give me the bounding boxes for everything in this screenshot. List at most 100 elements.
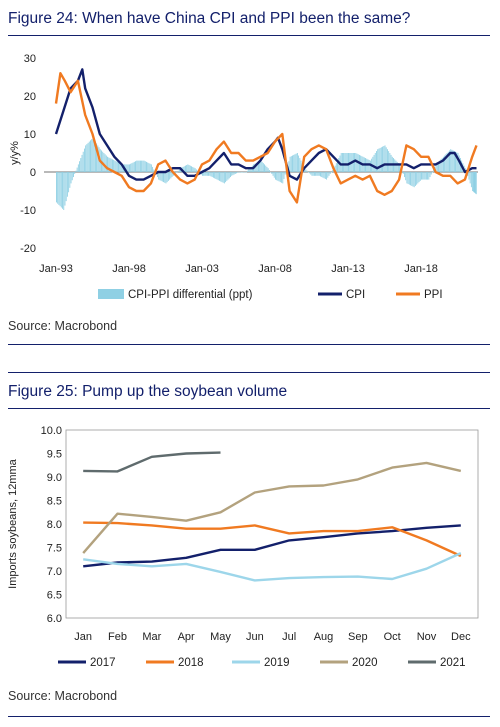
differential-bar — [389, 153, 391, 172]
y-tick-label: 8.0 — [47, 519, 62, 531]
differential-bar — [472, 172, 474, 192]
differential-bar — [404, 172, 405, 178]
differential-bar — [264, 164, 265, 172]
series-line-2019 — [83, 552, 462, 582]
differential-bar — [62, 172, 63, 209]
differential-bar — [304, 168, 306, 172]
figure-25-title: Figure 25: Pump up the soybean volume — [8, 383, 288, 400]
differential-bar — [452, 150, 454, 172]
differential-bar — [276, 172, 278, 181]
differential-bar — [238, 172, 240, 173]
differential-bar — [135, 161, 136, 172]
differential-bar — [331, 172, 332, 173]
differential-bar — [449, 150, 450, 172]
differential-bar — [318, 172, 320, 176]
differential-bar — [270, 172, 272, 173]
differential-bar — [211, 172, 213, 178]
differential-bar — [289, 156, 291, 172]
differential-bar — [110, 158, 112, 172]
y-tick-label: 9.5 — [47, 449, 62, 461]
differential-bar — [444, 155, 446, 172]
x-tick-label: Jan-08 — [258, 263, 292, 275]
differential-bar — [475, 172, 476, 194]
figure-24-bottom-rule — [8, 344, 490, 345]
cpi-line — [54, 68, 477, 181]
differential-bar — [384, 145, 386, 172]
differential-bar — [77, 164, 79, 172]
differential-bar — [233, 172, 235, 175]
differential-bar — [150, 164, 152, 172]
differential-bar — [232, 172, 234, 176]
differential-bar — [85, 145, 87, 172]
differential-bar — [429, 172, 431, 178]
differential-bar — [380, 147, 382, 172]
differential-bar — [260, 160, 262, 172]
differential-bar — [143, 160, 145, 172]
y-axis-label: y/y% — [9, 141, 21, 165]
differential-bar — [394, 159, 396, 172]
differential-bar — [239, 172, 241, 173]
differential-bar — [70, 172, 72, 184]
differential-bar — [306, 170, 308, 172]
y-tick-label: 6.5 — [47, 590, 62, 602]
differential-bar — [422, 172, 424, 180]
differential-bar — [83, 148, 85, 172]
differential-bar — [225, 172, 227, 183]
differential-bar — [464, 168, 466, 172]
differential-bar — [192, 166, 194, 172]
differential-bar — [231, 172, 233, 176]
differential-bar — [299, 158, 301, 172]
x-tick-label: Jan-13 — [331, 263, 365, 275]
differential-bar — [343, 153, 345, 172]
differential-bar — [248, 169, 250, 172]
differential-bar — [406, 172, 408, 184]
differential-bar — [408, 172, 410, 185]
differential-bar — [259, 161, 261, 172]
differential-bar — [139, 160, 141, 172]
figure-25-bottom-rule — [8, 716, 490, 717]
differential-bar — [247, 170, 248, 172]
differential-bar — [226, 172, 228, 181]
differential-bar — [423, 172, 425, 180]
differential-bar — [221, 172, 223, 183]
differential-bar — [116, 161, 118, 172]
differential-bar — [261, 161, 263, 172]
differential-bar — [204, 172, 206, 176]
differential-bar — [166, 172, 168, 183]
differential-bar — [335, 163, 337, 172]
differential-bar — [416, 172, 418, 185]
differential-bar — [372, 156, 374, 172]
differential-bar — [58, 172, 60, 205]
differential-bar — [432, 172, 433, 173]
differential-bar — [244, 172, 246, 173]
differential-bar — [326, 172, 328, 180]
differential-bar — [189, 165, 191, 172]
differential-bar — [447, 151, 449, 172]
differential-bar — [279, 172, 281, 183]
differential-bar — [219, 172, 220, 181]
differential-bar — [118, 162, 119, 172]
differential-bar — [309, 172, 311, 174]
differential-bar — [68, 172, 70, 193]
differential-bar — [266, 166, 268, 172]
differential-bar — [111, 159, 113, 172]
differential-bar — [374, 153, 376, 172]
differential-bar — [468, 172, 470, 180]
differential-bar — [208, 172, 210, 176]
differential-bar — [338, 158, 340, 172]
x-tick-label: Jan-03 — [185, 263, 219, 275]
x-tick-label: Jan-93 — [39, 263, 73, 275]
legend-label-2021: 2021 — [440, 657, 466, 669]
differential-bar — [82, 151, 84, 172]
differential-bar — [76, 167, 78, 172]
differential-bar — [160, 172, 162, 181]
differential-bar — [103, 153, 105, 172]
differential-bar — [203, 172, 205, 176]
y-tick-label: -20 — [20, 243, 36, 255]
differential-bar — [186, 165, 188, 172]
differential-bar — [96, 143, 98, 172]
differential-bar — [411, 172, 413, 186]
differential-bar — [373, 154, 375, 172]
differential-bar — [267, 168, 269, 172]
differential-bar — [296, 153, 298, 172]
